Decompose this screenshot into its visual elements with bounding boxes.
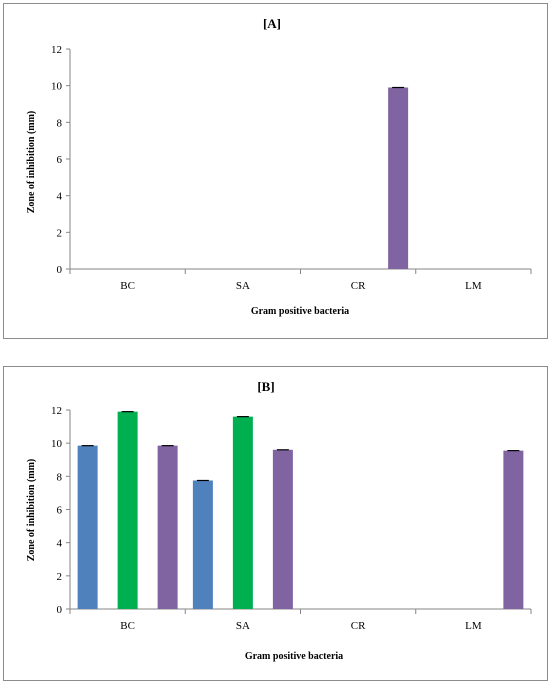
chart-b-category-label: SA bbox=[236, 620, 250, 632]
chart-a-y-tick-label: 4 bbox=[57, 191, 63, 203]
chart-a-y-tick-label: 2 bbox=[57, 227, 63, 239]
chart-a-category-label: BC bbox=[120, 280, 135, 292]
chart-b-y-tick-label: 0 bbox=[57, 604, 63, 616]
chart-b-category-label: CR bbox=[351, 620, 366, 632]
chart-b-y-tick-label: 2 bbox=[57, 571, 63, 583]
chart-a-y-tick-label: 12 bbox=[51, 44, 62, 56]
chart-b-y-tick-label: 10 bbox=[51, 438, 63, 450]
chart-a-y-axis-label: Zone of inhibition (mm) bbox=[26, 111, 37, 214]
chart-b-bar bbox=[117, 411, 138, 609]
chart-b-y-axis-label: Zone of inhibition (mm) bbox=[26, 459, 37, 562]
chart-b-plot-area: 0 2 4 6 8 10 12 BC SA CR LM bbox=[51, 405, 532, 632]
chart-b-category-label: BC bbox=[120, 620, 135, 632]
chart-a-plot-area: 0 2 4 6 8 10 12 BC SA CR LM bbox=[51, 44, 532, 292]
chart-b-bar bbox=[192, 480, 213, 609]
chart-a-x-axis-label: Gram positive bacteria bbox=[251, 306, 349, 317]
chart-b-bar bbox=[272, 449, 293, 609]
chart-b-y-tick-label: 4 bbox=[57, 538, 63, 550]
chart-b-bar bbox=[157, 445, 178, 609]
chart-a-category-label: LM bbox=[465, 280, 482, 292]
chart-b-y-tick-label: 12 bbox=[51, 405, 62, 417]
chart-b-bar bbox=[503, 450, 524, 609]
chart-b-title: [B] bbox=[257, 379, 274, 394]
chart-b-bar bbox=[232, 416, 253, 609]
chart-b-bar bbox=[77, 445, 98, 609]
chart-b-x-axis-label: Gram positive bacteria bbox=[245, 651, 343, 662]
chart-b-category-label: LM bbox=[465, 620, 482, 632]
chart-a-title: [A] bbox=[263, 16, 281, 31]
chart-a-category-label: SA bbox=[236, 280, 250, 292]
chart-b-svg: [B] Zone of inhibition (mm) Gram positiv… bbox=[26, 379, 532, 662]
chart-panel-b: [B] Zone of inhibition (mm) Gram positiv… bbox=[3, 366, 548, 681]
chart-b-y-tick-label: 6 bbox=[57, 505, 63, 517]
chart-panel-a: [A] Zone of inhibition (mm) Gram positiv… bbox=[3, 3, 548, 339]
chart-a-y-tick-label: 10 bbox=[51, 81, 63, 93]
chart-b-y-tick-label: 8 bbox=[57, 471, 63, 483]
chart-a-category-label: CR bbox=[351, 280, 366, 292]
chart-a-svg: [A] Zone of inhibition (mm) Gram positiv… bbox=[26, 16, 532, 317]
chart-a-bar bbox=[388, 87, 409, 269]
chart-a-y-tick-label: 6 bbox=[57, 154, 63, 166]
chart-a-y-tick-label: 0 bbox=[57, 264, 63, 276]
chart-a-y-tick-label: 8 bbox=[57, 117, 63, 129]
